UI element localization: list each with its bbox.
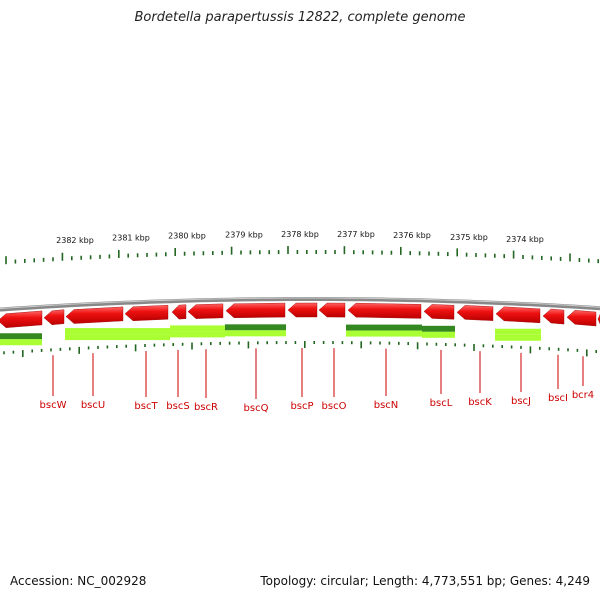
scale-label: 2375 kbp xyxy=(450,233,488,242)
feature-bar xyxy=(170,325,225,332)
gene-labels: bscW bscU bscT bscS bscR bscQ bscP bscO bscN bscL… xyxy=(40,348,594,414)
gene-arrow xyxy=(124,305,169,321)
gene-label: bscS xyxy=(166,401,189,412)
feature-bar xyxy=(65,328,170,335)
gene-label: bscU xyxy=(81,400,105,411)
gene-arrow xyxy=(542,308,565,325)
gene-label: bscR xyxy=(194,402,218,413)
gene-arrow xyxy=(347,302,422,319)
scale-label: 2380 kbp xyxy=(168,232,206,241)
gene-label: bscT xyxy=(134,401,158,412)
gene-arrow xyxy=(456,305,494,321)
scale-ticks-top xyxy=(5,246,600,265)
feature-bar xyxy=(346,324,422,331)
accession-text: Accession: NC_002928 xyxy=(10,574,147,588)
gene-label: bscO xyxy=(322,401,347,412)
genome-summary-text: Topology: circular; Length: 4,773,551 bp… xyxy=(260,574,590,588)
gene-label: bscN xyxy=(374,400,399,411)
map-title: Bordetella parapertussis 12822, complete… xyxy=(134,10,466,25)
scale-label: 2376 kbp xyxy=(393,231,431,240)
genome-backbone xyxy=(0,297,600,312)
gene-label: bcr4 xyxy=(572,390,594,401)
gene-arrow xyxy=(65,306,124,324)
gene-arrow xyxy=(287,302,318,318)
gene-label: bscQ xyxy=(244,403,269,414)
scale-label: 2377 kbp xyxy=(337,230,375,239)
feature-bar xyxy=(225,324,286,331)
gene-arrow xyxy=(423,304,455,320)
gene-label: bscK xyxy=(468,397,492,408)
gene-arrow xyxy=(187,303,224,319)
gene-label: bscL xyxy=(430,398,453,409)
gene-label: bscI xyxy=(548,393,568,404)
feature-bar xyxy=(0,333,42,340)
gene-label: bscJ xyxy=(511,396,531,407)
gene-arrow xyxy=(318,302,346,318)
feature-bar-lower xyxy=(422,331,455,338)
scale-labels: 2382 kbp 2381 kbp 2380 kbp 2379 kbp 2378 kbp… xyxy=(56,230,544,245)
backbone-arc xyxy=(0,297,600,312)
gene-track xyxy=(0,302,600,328)
scale-ticks-bottom xyxy=(3,341,598,358)
feature-bar-lower xyxy=(170,331,225,338)
feature-bar-lower xyxy=(346,330,422,337)
feature-bar-lower xyxy=(65,334,170,341)
scale-label: 2374 kbp xyxy=(506,235,544,244)
feature-bar xyxy=(422,325,455,332)
feature-bar-lower xyxy=(225,330,286,337)
gene-arrow xyxy=(566,310,597,327)
gene-arrow xyxy=(225,302,286,318)
feature-track xyxy=(0,324,541,346)
gene-label: bscP xyxy=(290,401,313,412)
gene-label: bscW xyxy=(40,400,67,411)
scale-label: 2382 kbp xyxy=(56,236,94,245)
scale-label: 2379 kbp xyxy=(225,230,263,239)
gene-arrow xyxy=(171,304,187,320)
scale-label: 2381 kbp xyxy=(112,234,150,243)
gene-arrow xyxy=(495,306,541,324)
feature-bar-lower xyxy=(0,339,42,346)
backbone-highlight xyxy=(0,297,600,310)
feature-bar xyxy=(495,328,541,335)
gene-arrow xyxy=(0,310,43,328)
feature-bar-lower xyxy=(495,334,541,341)
gene-arrow xyxy=(43,309,65,325)
scale-label: 2378 kbp xyxy=(281,230,319,239)
